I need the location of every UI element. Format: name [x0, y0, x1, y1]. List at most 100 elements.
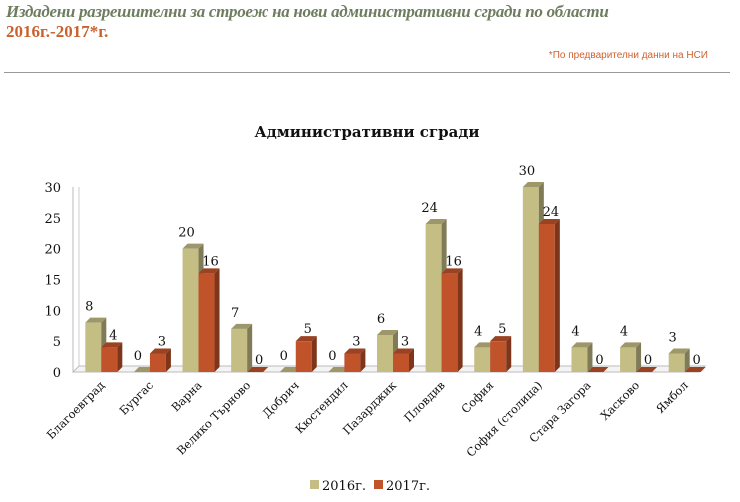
y-tick-label: 5: [53, 335, 61, 350]
bar-2016-side: [587, 342, 593, 372]
data-label: 0: [595, 353, 603, 368]
data-label: 0: [280, 349, 288, 364]
bar-2016: [85, 317, 107, 372]
page-subtitle: 2016г.-2017*г.: [6, 22, 109, 41]
x-tick-label: Бургас: [117, 378, 157, 418]
bar-2016-front: [474, 347, 491, 372]
data-label: 0: [328, 349, 336, 364]
bar-2017-front: [198, 273, 215, 372]
bar-2016-front: [85, 322, 102, 372]
data-label: 16: [445, 254, 462, 269]
x-tick-label: София: [458, 378, 496, 416]
data-label: 5: [304, 322, 312, 337]
bar-2016-flat: [328, 367, 350, 372]
bar-2017-top: [538, 219, 560, 224]
bar-2016-side: [247, 323, 253, 372]
bar-2016-front: [522, 187, 539, 372]
bar-2017-front: [490, 341, 507, 372]
data-label: 16: [202, 254, 219, 269]
y-tick-label: 10: [44, 304, 61, 319]
bar-2016-top: [668, 348, 690, 354]
bar-2016: [620, 342, 642, 372]
x-tick-label: Ямбол: [653, 378, 691, 416]
bar-2016-front: [571, 347, 588, 372]
bar-2017-top: [441, 268, 463, 274]
bar-2016-top: [425, 219, 447, 224]
data-label: 4: [109, 328, 117, 343]
bar-2016-flat: [279, 367, 301, 372]
data-label: 0: [693, 353, 701, 368]
data-label: 0: [134, 349, 142, 364]
bar-2017-top: [393, 348, 414, 354]
data-label: 24: [543, 205, 560, 220]
chart-title: Административни сгради: [255, 123, 480, 141]
data-label: 3: [401, 335, 409, 350]
x-tick-label: Варна: [168, 378, 204, 414]
x-tick-label: Добрич: [260, 378, 302, 420]
bar-2017: [538, 219, 560, 372]
y-tick-label: 15: [44, 274, 61, 289]
bar-2017: [587, 367, 609, 372]
source-note: *По предварителни данни на НСИ: [548, 50, 708, 61]
bar-2017: [490, 336, 512, 372]
bar-2017: [247, 367, 269, 372]
bar-2017-side: [409, 348, 414, 372]
data-label: 3: [669, 331, 677, 346]
data-label: 3: [158, 335, 166, 350]
bar-2017: [441, 268, 463, 372]
bar-2017: [684, 367, 706, 372]
bar-2017-front: [538, 224, 555, 372]
x-tick-label: Благоевград: [44, 378, 108, 442]
bar-2017: [101, 342, 123, 372]
data-label: 30: [519, 164, 536, 179]
divider: [4, 72, 730, 73]
data-label: 0: [644, 353, 652, 368]
bar-2016-top: [377, 330, 398, 335]
bar-2016-front: [620, 347, 637, 372]
bar-2017: [198, 268, 220, 372]
bar-2016-top: [620, 342, 642, 348]
y-tick-label: 20: [44, 243, 61, 258]
page-title: Издадени разрешителни за строеж на нови …: [6, 2, 609, 21]
bar-2017-flat: [636, 367, 658, 372]
data-label: 0: [255, 353, 263, 368]
bar-2016: [571, 342, 593, 372]
bar-2017-top: [149, 348, 171, 354]
bar-2016: [279, 367, 301, 372]
bar-2017: [295, 336, 317, 372]
bar-2016: [133, 367, 155, 372]
y-tick-label: 0: [53, 366, 61, 381]
data-label: 7: [231, 306, 239, 321]
bar-2016-front: [425, 224, 442, 372]
bar-2016-side: [636, 342, 642, 372]
y-tick-label: 25: [44, 212, 61, 227]
data-label: 3: [352, 335, 360, 350]
bar-2017-front: [344, 353, 361, 372]
bar-2017: [393, 348, 414, 372]
bar-2017-side: [165, 348, 171, 372]
bar-2017-top: [198, 268, 220, 274]
bar-2016-top: [571, 342, 593, 348]
bar-2016-top: [231, 323, 253, 329]
bar-2017-flat: [247, 367, 269, 372]
data-label: 8: [85, 300, 93, 315]
bar-2017: [344, 348, 366, 372]
bar-2017-front: [441, 273, 458, 372]
data-label: 4: [474, 324, 482, 339]
bar-2017-top: [101, 342, 123, 348]
bar-2017-top: [295, 336, 317, 342]
bar-2016: [231, 323, 253, 372]
bar-2017-side: [506, 336, 512, 372]
bar-2016-side: [684, 348, 690, 372]
bar-2016-front: [182, 248, 199, 372]
data-label: 24: [421, 201, 438, 216]
data-label: 4: [620, 324, 628, 339]
data-label: 6: [377, 312, 385, 327]
bar-2016-front: [231, 328, 248, 372]
bar-2016-top: [474, 342, 496, 348]
bar-2017-front: [393, 353, 409, 372]
bar-2017: [636, 367, 658, 372]
bar-2016-top: [522, 182, 544, 187]
bar-2016-top: [182, 243, 204, 249]
